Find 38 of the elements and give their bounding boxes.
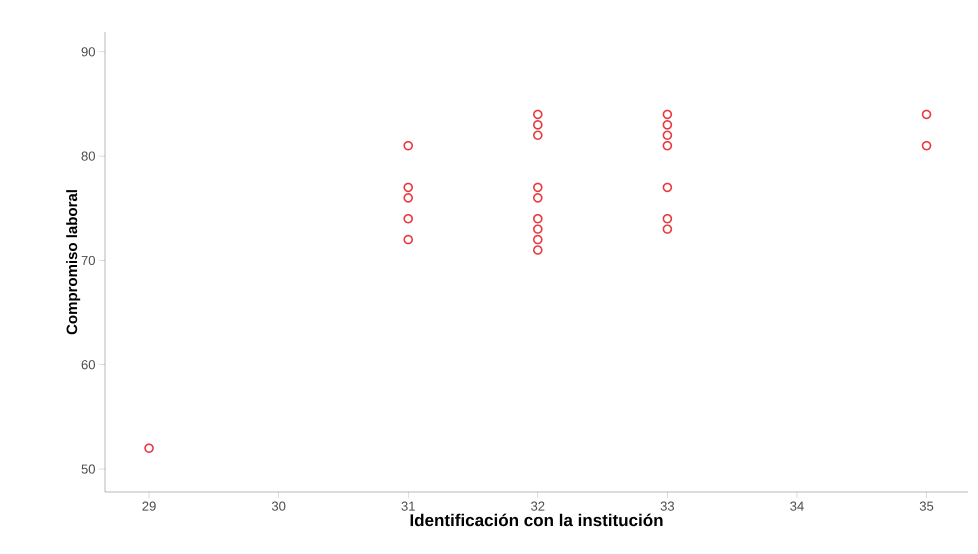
x-tick-label: 31	[401, 502, 415, 511]
point	[532, 130, 543, 140]
point	[532, 245, 543, 255]
point	[662, 214, 672, 224]
x-tick-label: 34	[790, 502, 804, 511]
y-tick-label: 90	[82, 47, 95, 56]
y-tick-label: 50	[82, 464, 95, 474]
point	[662, 224, 672, 234]
y-tick-label: 80	[82, 152, 95, 161]
point	[403, 140, 414, 150]
x-tick-label: 33	[660, 502, 674, 511]
point	[532, 234, 543, 244]
point	[922, 140, 932, 150]
point	[532, 120, 543, 130]
point	[532, 224, 543, 234]
point	[403, 193, 414, 203]
x-axis-title: Identificación con la institución	[410, 514, 662, 526]
point	[922, 110, 932, 120]
x-tick-label: 29	[142, 502, 156, 511]
point	[403, 182, 414, 192]
point	[532, 182, 543, 192]
y-axis-title: Compromiso laboral	[66, 190, 80, 334]
y-tick-label: 60	[82, 360, 95, 370]
point	[403, 234, 414, 244]
point	[532, 214, 543, 224]
point	[144, 443, 154, 453]
point	[662, 130, 672, 140]
point	[532, 110, 543, 120]
point	[662, 120, 672, 130]
x-tick-label: 30	[272, 502, 286, 511]
point	[662, 110, 672, 120]
x-tick-label: 35	[920, 502, 934, 511]
point	[662, 140, 672, 150]
point	[532, 193, 543, 203]
point	[662, 182, 672, 192]
point	[403, 214, 414, 224]
y-tick-label: 70	[82, 256, 95, 266]
x-tick-label: 32	[531, 502, 544, 511]
